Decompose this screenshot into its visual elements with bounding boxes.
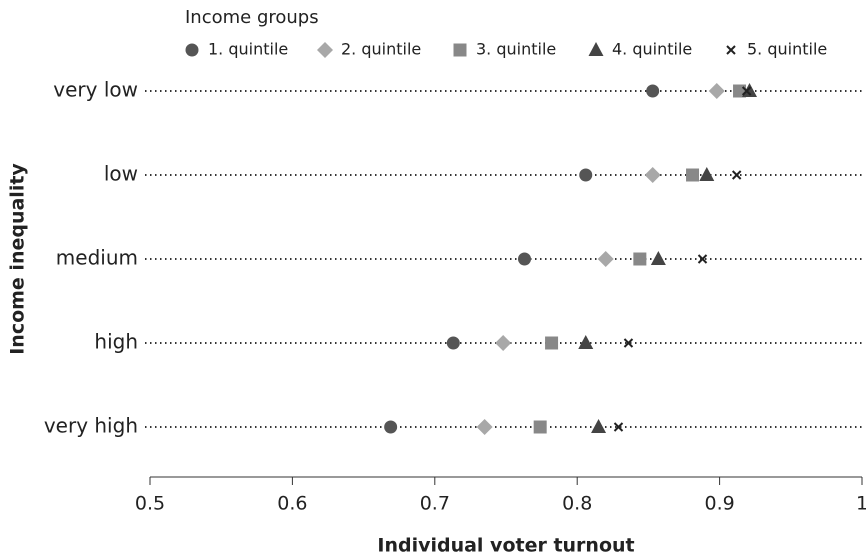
y-category-label: very low (53, 78, 138, 102)
x-tick-label: 0.9 (704, 493, 734, 515)
dot-marker (476, 419, 493, 435)
legend-label: 3. quintile (476, 40, 556, 59)
legend-marker (185, 43, 199, 57)
dot-marker (533, 420, 547, 434)
x-tick-label: 0.7 (420, 493, 450, 515)
dot-marker (708, 83, 725, 99)
legend-label: 5. quintile (747, 40, 827, 59)
y-category-label: low (104, 162, 138, 186)
x-axis-title: Individual voter turnout (377, 535, 634, 557)
legend-label: 1. quintile (208, 40, 288, 59)
y-category-label: medium (56, 246, 138, 270)
legend-marker (588, 42, 604, 56)
x-tick-label: 0.8 (562, 493, 592, 515)
dot-marker (591, 419, 607, 433)
dot-marker (545, 336, 559, 350)
dot-marker (446, 336, 460, 350)
dot-marker (697, 254, 708, 264)
dot-marker (623, 338, 634, 348)
dot-marker (495, 335, 512, 351)
dot-marker (644, 167, 661, 183)
dot-marker (731, 170, 742, 180)
legend-title: Income groups (185, 7, 319, 28)
dot-marker (613, 422, 624, 432)
dot-marker (597, 251, 614, 267)
x-tick-label: 0.5 (135, 493, 165, 515)
legend-marker (726, 45, 736, 55)
dot-marker (518, 252, 532, 266)
x-tick-label: 0.6 (277, 493, 307, 515)
x-tick-label: 1 (856, 493, 866, 515)
legend-label: 4. quintile (612, 40, 692, 59)
dot-marker (742, 83, 758, 97)
dot-marker (646, 84, 660, 98)
dot-marker (633, 252, 647, 266)
legend-marker (317, 42, 333, 58)
y-category-label: high (94, 330, 138, 354)
dot-marker (384, 420, 398, 434)
dot-marker (741, 86, 752, 96)
y-axis-title: Income inequality (7, 163, 29, 355)
dot-marker (650, 251, 666, 265)
dot-marker (579, 168, 593, 182)
dot-marker (699, 167, 715, 181)
dot-marker (578, 335, 594, 349)
legend-marker (453, 43, 467, 57)
legend-label: 2. quintile (341, 40, 421, 59)
y-category-label: very high (44, 414, 138, 438)
dot-marker (686, 168, 700, 182)
